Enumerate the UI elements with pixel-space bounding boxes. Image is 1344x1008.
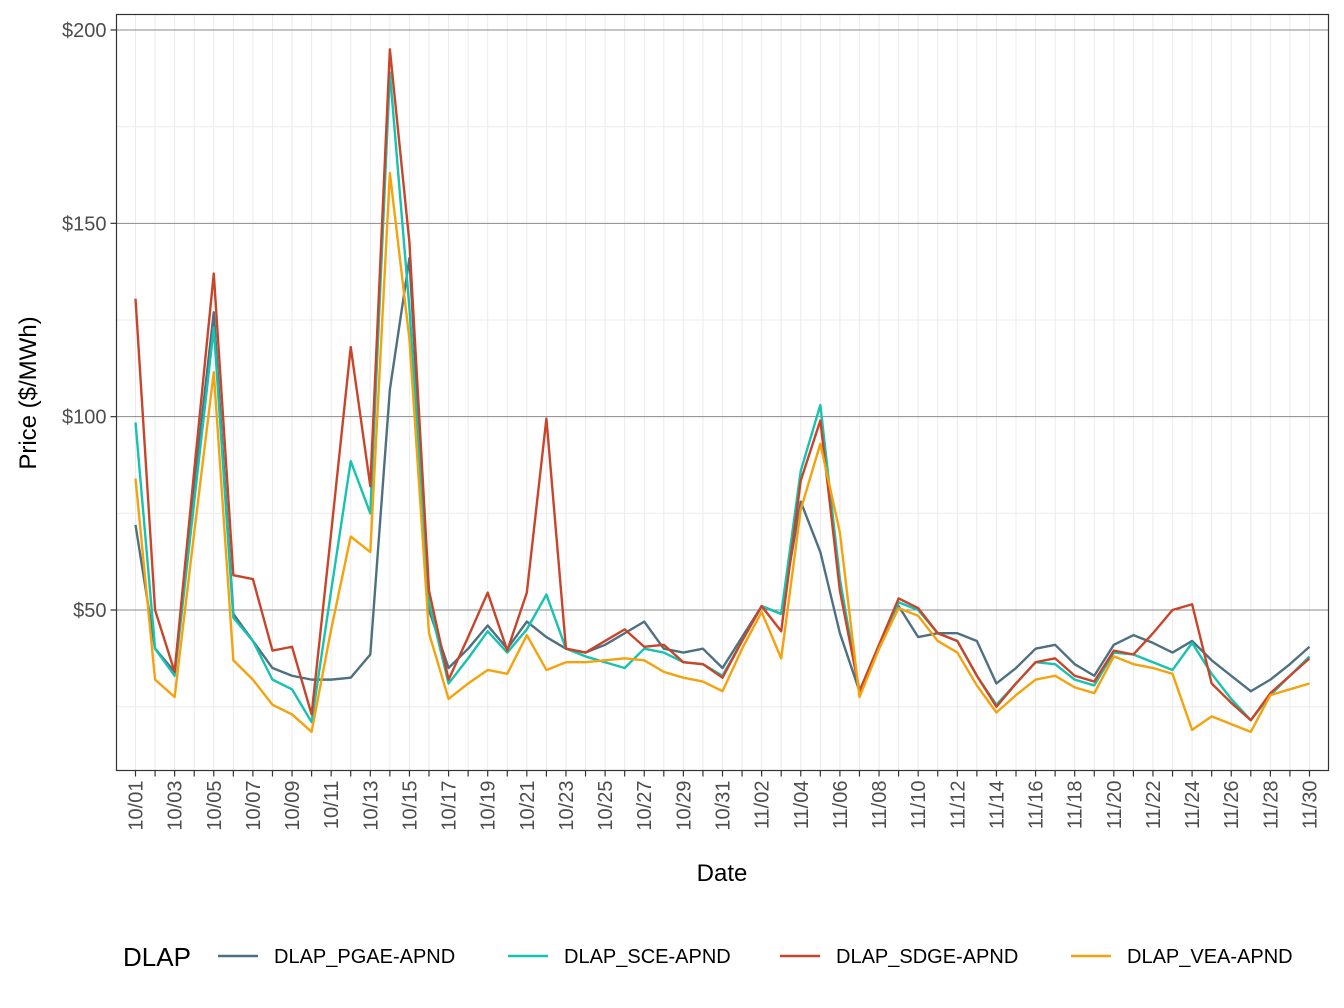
y-tick-label: $200: [62, 20, 107, 42]
x-tick-label: 10/05: [204, 781, 226, 831]
x-tick-label: 10/01: [126, 781, 148, 831]
x-tick-label: 11/22: [1143, 781, 1165, 830]
x-tick-label: 11/14: [986, 781, 1008, 830]
x-tick-label: 10/03: [165, 781, 187, 831]
y-axis: $50 $100 $150 $200: [62, 20, 117, 622]
series-lines: [134, 48, 1311, 734]
x-tick-label: 11/04: [791, 781, 813, 830]
x-tick-label: 10/15: [399, 781, 421, 831]
x-tick-label: 11/08: [869, 781, 891, 830]
x-tick-label: 11/24: [1182, 781, 1204, 830]
x-tick-label: 11/18: [1065, 781, 1087, 830]
legend-label-dlap_vea-apnd: DLAP_VEA-APND: [1127, 946, 1293, 968]
x-tick-label: 11/12: [947, 781, 969, 830]
legend-title: DLAP: [123, 942, 191, 972]
x-tick-label: 11/20: [1104, 781, 1126, 830]
x-tick-label: 10/29: [673, 781, 695, 831]
x-tick-label: 11/26: [1221, 781, 1243, 830]
x-tick-label: 10/11: [321, 781, 343, 830]
y-axis-title: Price ($/MWh): [15, 316, 42, 469]
x-tick-label: 10/19: [478, 781, 500, 831]
x-tick-label: 11/28: [1260, 781, 1282, 830]
legend-label-dlap_sdge-apnd: DLAP_SDGE-APND: [836, 946, 1018, 968]
x-tick-label: 10/25: [595, 781, 617, 831]
x-tick-label: 11/06: [830, 781, 852, 830]
y-tick-label: $150: [62, 213, 107, 235]
x-tick-label: 10/31: [713, 781, 735, 831]
x-tick-label: 10/07: [243, 781, 265, 831]
series-line-dlap_sdge-apnd: [134, 48, 1311, 722]
legend: DLAP DLAP_PGAE-APND DLAP_SCE-APND DLAP_SDG…: [123, 942, 1293, 972]
legend-label-dlap_sce-apnd: DLAP_SCE-APND: [564, 946, 731, 968]
x-axis-title: Date: [697, 860, 748, 887]
series-line-dlap_vea-apnd: [134, 171, 1310, 734]
x-tick-label: 10/17: [439, 781, 461, 831]
x-tick-label: 10/09: [282, 781, 304, 831]
x-tick-label: 11/02: [752, 781, 774, 830]
x-tick-label: 10/21: [517, 781, 539, 831]
y-tick-label: $100: [62, 407, 107, 429]
x-axis: 10/01 10/03 10/05 10/07 10/09 10/11 10/13 10/15…: [126, 770, 1322, 831]
series-line-dlap_pgae-apnd: [134, 256, 1311, 693]
x-tick-label: 11/30: [1300, 781, 1322, 830]
x-tick-label: 11/10: [908, 781, 930, 830]
y-tick-label: $50: [73, 600, 106, 622]
legend-label-dlap_pgae-apnd: DLAP_PGAE-APND: [274, 946, 455, 968]
x-tick-label: 10/13: [360, 781, 382, 831]
x-tick-label: 10/23: [556, 781, 578, 831]
x-tick-label: 10/27: [634, 781, 656, 831]
x-tick-label: 11/16: [1026, 781, 1048, 830]
